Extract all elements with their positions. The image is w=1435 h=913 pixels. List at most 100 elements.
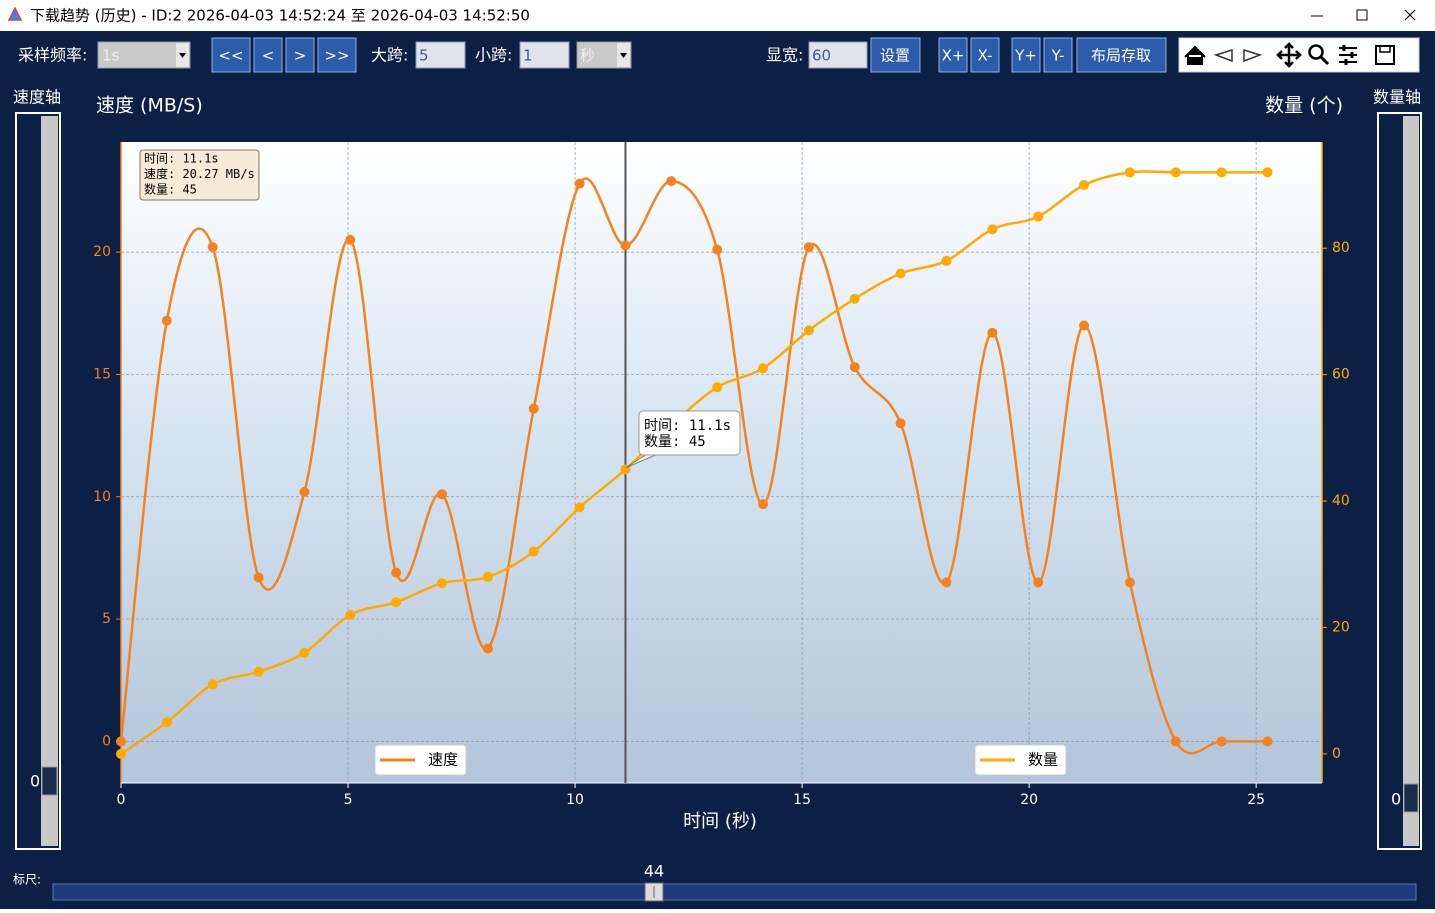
x-tick-label: 10	[566, 792, 584, 808]
data-point	[712, 244, 723, 255]
button-label: <	[262, 47, 275, 65]
legend-label: 数量	[1028, 751, 1058, 769]
y2-tick-label: 40	[1332, 493, 1350, 509]
button[interactable]	[938, 37, 968, 73]
data-point	[941, 577, 952, 588]
data-point	[1124, 577, 1135, 588]
data-point	[849, 362, 860, 373]
button-label: X-	[978, 47, 993, 65]
data-point	[803, 242, 814, 253]
data-point	[299, 486, 310, 497]
home-icon[interactable]	[1184, 45, 1206, 65]
tooltip-text: 数量: 45	[644, 434, 706, 450]
settings-icon-knobs	[1342, 45, 1354, 65]
button[interactable]	[253, 37, 283, 73]
button[interactable]	[1043, 37, 1073, 73]
y-tick-label: 15	[93, 366, 111, 382]
input[interactable]	[519, 41, 570, 69]
data-point	[1033, 211, 1044, 222]
button[interactable]	[1076, 37, 1167, 73]
back-icon[interactable]	[1213, 48, 1233, 63]
data-point	[1262, 736, 1273, 747]
data-point	[482, 643, 493, 654]
button[interactable]	[870, 37, 921, 73]
info-text: 时间: 11.1s	[144, 152, 219, 166]
data-point	[1216, 167, 1227, 178]
data-point	[207, 242, 218, 253]
tooltip	[638, 410, 741, 456]
input[interactable]	[808, 41, 868, 69]
data-point	[528, 403, 539, 414]
button[interactable]	[285, 37, 315, 73]
slider-frame	[15, 112, 61, 850]
slider-track[interactable]	[1403, 116, 1419, 846]
plot-area	[121, 142, 1322, 783]
slider-frame	[1377, 112, 1422, 850]
y-tick-label: 5	[102, 611, 111, 627]
info-text: 数量: 45	[144, 182, 197, 197]
x-tick-label: 0	[117, 792, 126, 808]
close[interactable]	[1404, 9, 1416, 21]
data-point	[299, 647, 310, 658]
data-point	[161, 717, 172, 728]
button[interactable]	[1011, 37, 1041, 73]
combo-value: 秒	[580, 47, 595, 65]
input-value: 60	[812, 47, 831, 65]
slider-label: 速度轴	[13, 88, 61, 107]
combo-value: 1s	[102, 47, 120, 65]
y2-tick-label: 0	[1332, 746, 1341, 762]
data-point	[253, 572, 264, 583]
x-tick-label: 5	[344, 792, 353, 808]
data-point	[712, 382, 723, 393]
data-point	[666, 176, 677, 187]
button-label: 设置	[880, 47, 910, 65]
input[interactable]	[415, 41, 466, 69]
button[interactable]	[970, 37, 1000, 73]
x-tick-label: 20	[1020, 792, 1038, 808]
arrow	[620, 53, 627, 58]
y-tick-label: 10	[93, 489, 111, 505]
slider-track[interactable]	[41, 116, 58, 846]
series-line	[120, 170, 1268, 755]
button[interactable]	[317, 37, 357, 73]
info-box	[139, 149, 260, 201]
data-point	[437, 578, 448, 589]
zoom-icon-handle	[1319, 55, 1330, 66]
slider-handle[interactable]	[1403, 783, 1419, 813]
slider-handle[interactable]	[41, 766, 58, 796]
data-point	[620, 240, 631, 251]
data-point	[803, 325, 814, 336]
ruler-label: 标尺:	[13, 873, 41, 887]
data-point	[391, 567, 402, 578]
button-label: Y-	[1051, 47, 1065, 65]
slider-value: 0	[1391, 790, 1401, 809]
data-point	[895, 268, 906, 279]
settings-icon[interactable]	[1339, 47, 1357, 63]
pan-icon[interactable]	[1276, 42, 1302, 68]
x-tick-label: 15	[793, 792, 811, 808]
legend-box	[974, 744, 1067, 776]
legend-label: 速度	[428, 751, 458, 769]
forward-icon[interactable]	[1243, 48, 1263, 63]
zoom-icon[interactable]	[1308, 44, 1324, 60]
label: 显宽:	[766, 46, 803, 65]
ruler-value: 44	[644, 862, 664, 881]
input-value: 5	[419, 47, 429, 65]
data-point	[116, 748, 126, 759]
combo[interactable]	[97, 41, 191, 69]
info-text: 速度: 20.27 MB/s	[144, 166, 255, 181]
legend-box	[374, 744, 467, 776]
data-point	[758, 499, 769, 510]
data-point	[1170, 167, 1181, 178]
maximize[interactable]	[1356, 9, 1368, 21]
data-point	[253, 666, 264, 677]
ruler-track[interactable]	[52, 883, 1417, 901]
button[interactable]	[211, 37, 251, 73]
data-point	[207, 679, 218, 690]
y-tick-label: 20	[93, 244, 111, 260]
data-point	[574, 178, 585, 189]
data-point	[1033, 577, 1044, 588]
data-point	[528, 546, 539, 557]
